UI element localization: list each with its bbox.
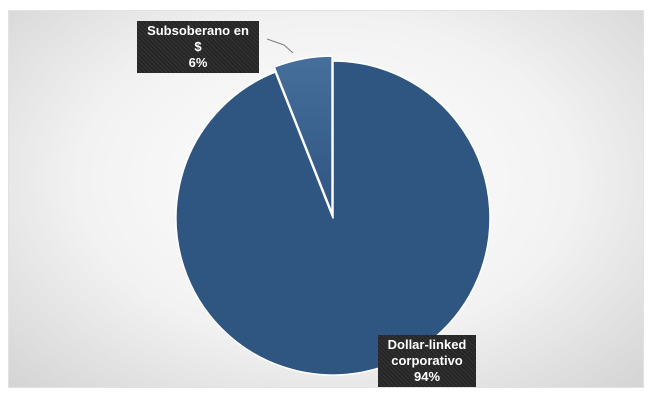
pie-slice-dollar-linked-corporativo [175, 60, 491, 376]
data-label-category-line-1: Dollar-linked [387, 337, 467, 352]
data-label-category-line-2: corporativo [391, 353, 463, 368]
data-label-dollar-linked: Dollar-linked corporativo 94% [378, 335, 476, 387]
pie-slices [175, 55, 491, 376]
data-label-category-line-2: $ [194, 39, 202, 54]
chart-area: Subsoberano en $ 6% Dollar-linked corpor… [8, 10, 644, 388]
data-label-subsoberano: Subsoberano en $ 6% [137, 21, 259, 73]
data-label-category-line-1: Subsoberano en [147, 23, 249, 38]
data-label-percent: 94% [413, 369, 441, 384]
leader-line [266, 38, 294, 54]
pie-slice-subsoberano-en [273, 55, 333, 214]
data-label-percent: 6% [188, 55, 208, 70]
pie-chart [175, 38, 491, 376]
